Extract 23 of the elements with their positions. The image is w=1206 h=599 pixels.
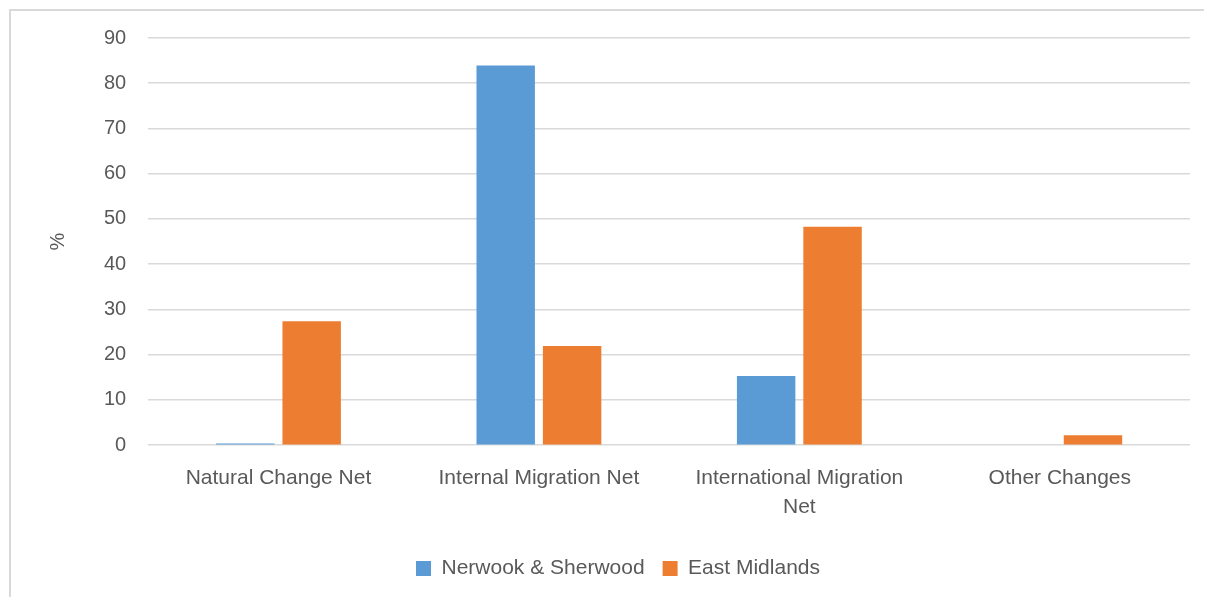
- bar: [803, 226, 862, 445]
- y-axis-title: %: [45, 232, 68, 251]
- bar: [476, 65, 535, 445]
- y-tick-label: 0: [115, 432, 127, 455]
- x-tick-label: Other Changes: [988, 464, 1131, 488]
- y-tick-label: 10: [104, 387, 127, 410]
- x-tick-label: International Migration Net: [695, 464, 904, 518]
- x-tick-label: Natural Change Net: [185, 464, 372, 488]
- x-tick-label: Internal Migration Net: [438, 464, 640, 488]
- y-tick-label: 60: [104, 161, 127, 184]
- y-tick-label: 70: [104, 116, 127, 138]
- bar: [282, 321, 341, 445]
- y-tick-label: 90: [104, 25, 127, 48]
- bar: [736, 375, 796, 445]
- bar: [542, 346, 602, 445]
- y-tick-label: 50: [104, 206, 127, 229]
- y-tick-label: 20: [104, 342, 127, 365]
- y-tick-label: 40: [104, 251, 127, 274]
- legend-label: Nerwook & Sherwood: [441, 555, 645, 579]
- y-tick-label: 30: [104, 296, 127, 319]
- legend-label: East Midlands: [688, 555, 821, 579]
- y-tick-label: 80: [104, 70, 127, 93]
- bar: [1063, 435, 1123, 445]
